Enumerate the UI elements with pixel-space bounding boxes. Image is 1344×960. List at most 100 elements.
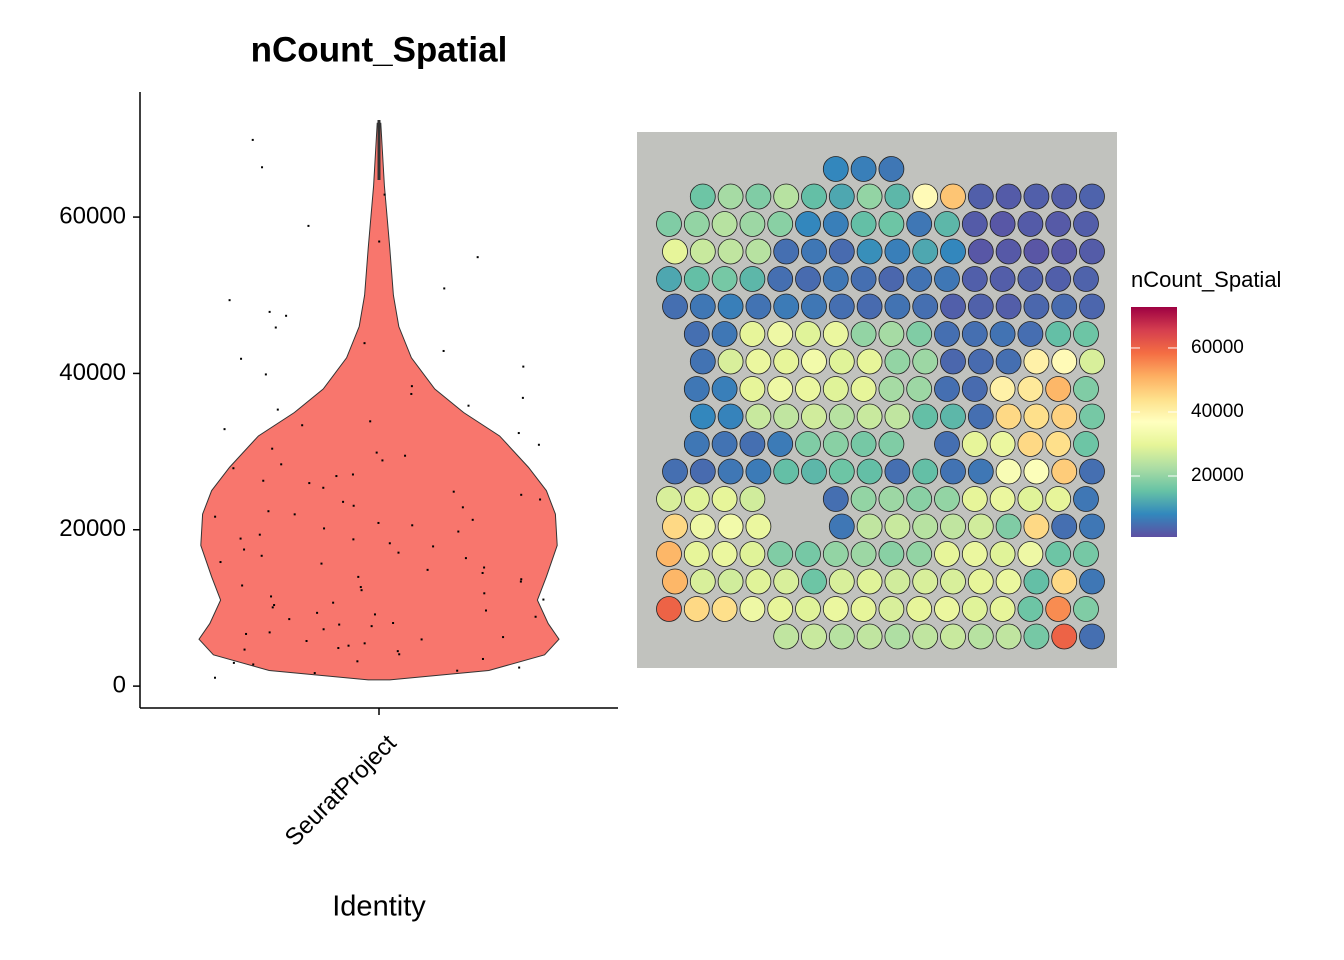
spot	[739, 266, 766, 292]
spot	[934, 321, 960, 347]
spot	[1045, 431, 1072, 457]
point	[301, 424, 304, 427]
spot	[1023, 183, 1050, 210]
colorbar	[1131, 307, 1177, 537]
spot	[773, 403, 800, 430]
x-axis-title: Identity	[332, 891, 426, 923]
spot	[689, 183, 716, 210]
spot	[1051, 513, 1078, 540]
point	[313, 672, 316, 675]
spot	[884, 348, 911, 375]
point	[481, 657, 484, 660]
spot	[717, 293, 744, 320]
spot	[856, 458, 883, 485]
spot	[856, 568, 883, 595]
spot	[662, 513, 688, 540]
spot	[912, 403, 939, 430]
spot	[656, 541, 682, 567]
spot	[828, 458, 855, 485]
spot	[934, 431, 960, 457]
spot	[884, 458, 911, 485]
spot	[767, 376, 794, 402]
point	[223, 428, 226, 431]
spot	[940, 403, 966, 430]
spot	[884, 513, 911, 540]
spot	[745, 238, 772, 265]
point	[392, 622, 395, 625]
spot	[912, 458, 939, 485]
spot	[1045, 541, 1072, 567]
spot	[717, 568, 744, 595]
point	[442, 349, 445, 352]
spot	[745, 403, 772, 430]
spot	[1045, 486, 1072, 512]
point	[251, 138, 254, 141]
spot	[995, 293, 1022, 320]
spot	[767, 266, 794, 292]
spot	[934, 376, 960, 402]
spot	[683, 431, 710, 457]
spot	[1073, 211, 1099, 237]
spot	[940, 348, 966, 375]
spot	[822, 431, 849, 457]
spot	[717, 458, 744, 485]
point	[377, 521, 380, 524]
point	[537, 443, 540, 446]
spot	[801, 348, 827, 375]
spot	[801, 293, 827, 320]
point	[262, 479, 265, 482]
spot	[828, 348, 855, 375]
point	[214, 515, 217, 518]
spot	[967, 183, 994, 210]
spot	[850, 541, 877, 567]
point	[335, 475, 338, 478]
point	[264, 373, 267, 376]
spot	[906, 321, 933, 347]
spot	[1017, 596, 1044, 622]
spot	[683, 541, 710, 567]
point	[404, 454, 407, 457]
spot	[1023, 458, 1050, 485]
spot	[1023, 568, 1050, 595]
spot	[1051, 403, 1078, 430]
spot	[878, 431, 905, 457]
point	[443, 287, 446, 290]
spot	[711, 266, 738, 292]
spot	[828, 403, 855, 430]
spot	[711, 376, 738, 402]
spot	[767, 431, 794, 457]
spot	[662, 238, 688, 265]
spot	[989, 431, 1016, 457]
point	[347, 644, 350, 647]
spot	[1045, 266, 1072, 292]
spot	[1079, 513, 1105, 540]
point	[471, 518, 474, 521]
spot	[1051, 458, 1078, 485]
spot	[773, 623, 800, 650]
spot	[850, 596, 877, 622]
point	[261, 166, 264, 169]
spot	[989, 321, 1016, 347]
spot	[801, 568, 827, 595]
point	[280, 463, 283, 466]
point	[316, 611, 319, 614]
spot	[912, 623, 939, 650]
point	[396, 650, 399, 653]
spot	[934, 266, 960, 292]
spot	[745, 293, 772, 320]
spot	[773, 183, 800, 210]
spot	[1079, 458, 1105, 485]
spot	[940, 293, 966, 320]
point	[542, 598, 545, 601]
spot	[1051, 568, 1078, 595]
spot	[711, 211, 738, 237]
point	[519, 580, 522, 583]
spot	[822, 211, 849, 237]
spot	[1017, 376, 1044, 402]
spot	[961, 321, 988, 347]
point	[352, 504, 355, 507]
spot	[656, 486, 682, 512]
spot	[940, 623, 966, 650]
point	[293, 513, 296, 516]
spot	[989, 486, 1016, 512]
